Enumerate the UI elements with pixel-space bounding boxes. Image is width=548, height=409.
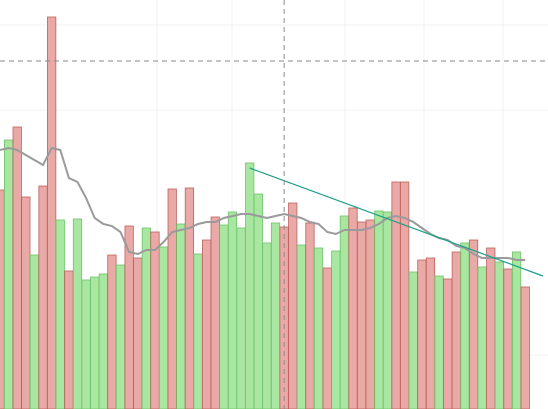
volume-bar: [141, 227, 151, 409]
volume-bar: [451, 251, 461, 409]
volume-bar: [29, 254, 40, 409]
volume-bar: [486, 247, 496, 409]
volume-bar: [115, 264, 126, 409]
volume-bar: [331, 250, 341, 409]
volume-bar: [382, 211, 393, 409]
volume-bar: [4, 139, 14, 409]
volume-bar: [434, 275, 444, 409]
volume-bar: [296, 244, 306, 409]
volume-bar: [184, 187, 195, 409]
volume-bar: [90, 276, 100, 409]
volume-bar: [12, 126, 22, 409]
volume-bar: [167, 188, 177, 409]
volume-bar: [202, 239, 212, 409]
volume-bar: [21, 196, 31, 409]
volume-bar: [193, 253, 203, 409]
trend-line: [249, 167, 544, 277]
volume-bar: [98, 273, 108, 409]
volume-bar: [219, 224, 229, 409]
volume-bar: [348, 207, 358, 409]
volume-bar: [365, 219, 375, 409]
volume-bar: [443, 278, 453, 409]
volume-bar: [460, 242, 470, 409]
volume-bar: [253, 193, 263, 409]
volume-bar: [81, 279, 91, 409]
volume-bar: [503, 268, 513, 409]
volume-bar: [38, 185, 48, 409]
volume-bar: [133, 257, 143, 409]
volume-bar: [357, 221, 367, 409]
volume-bar: [245, 162, 255, 409]
volume-bar: [322, 267, 332, 409]
volume-bar: [417, 259, 427, 409]
volume-bar: [55, 219, 65, 409]
volume-bar: [158, 246, 169, 409]
volume-bar: [176, 223, 186, 409]
volume-bar: [408, 271, 418, 409]
volume-bar: [107, 254, 117, 409]
volume-bar: [262, 242, 272, 409]
volume-bar: [72, 218, 83, 409]
volume-bar: [339, 215, 350, 409]
volume-bar: [270, 222, 281, 409]
volume-bar: [47, 16, 57, 409]
volume-bar: [374, 210, 384, 409]
volume-bar: [520, 286, 530, 409]
volume-bar: [0, 189, 5, 409]
volume-bar: [512, 251, 522, 409]
volume-bar: [400, 181, 410, 409]
volume-bar: [477, 266, 487, 409]
volume-bar: [227, 211, 238, 409]
volume-bar: [64, 270, 74, 409]
volume-bar: [210, 216, 220, 409]
volume-bar: [468, 239, 479, 409]
volume-bar: [313, 247, 324, 409]
volume-bar: [236, 227, 246, 409]
volume-bar: [305, 222, 315, 409]
volume-bar: [150, 231, 160, 409]
volume-bar: [288, 202, 298, 409]
volume-bar: [425, 257, 436, 409]
volume-bar: [494, 261, 504, 409]
